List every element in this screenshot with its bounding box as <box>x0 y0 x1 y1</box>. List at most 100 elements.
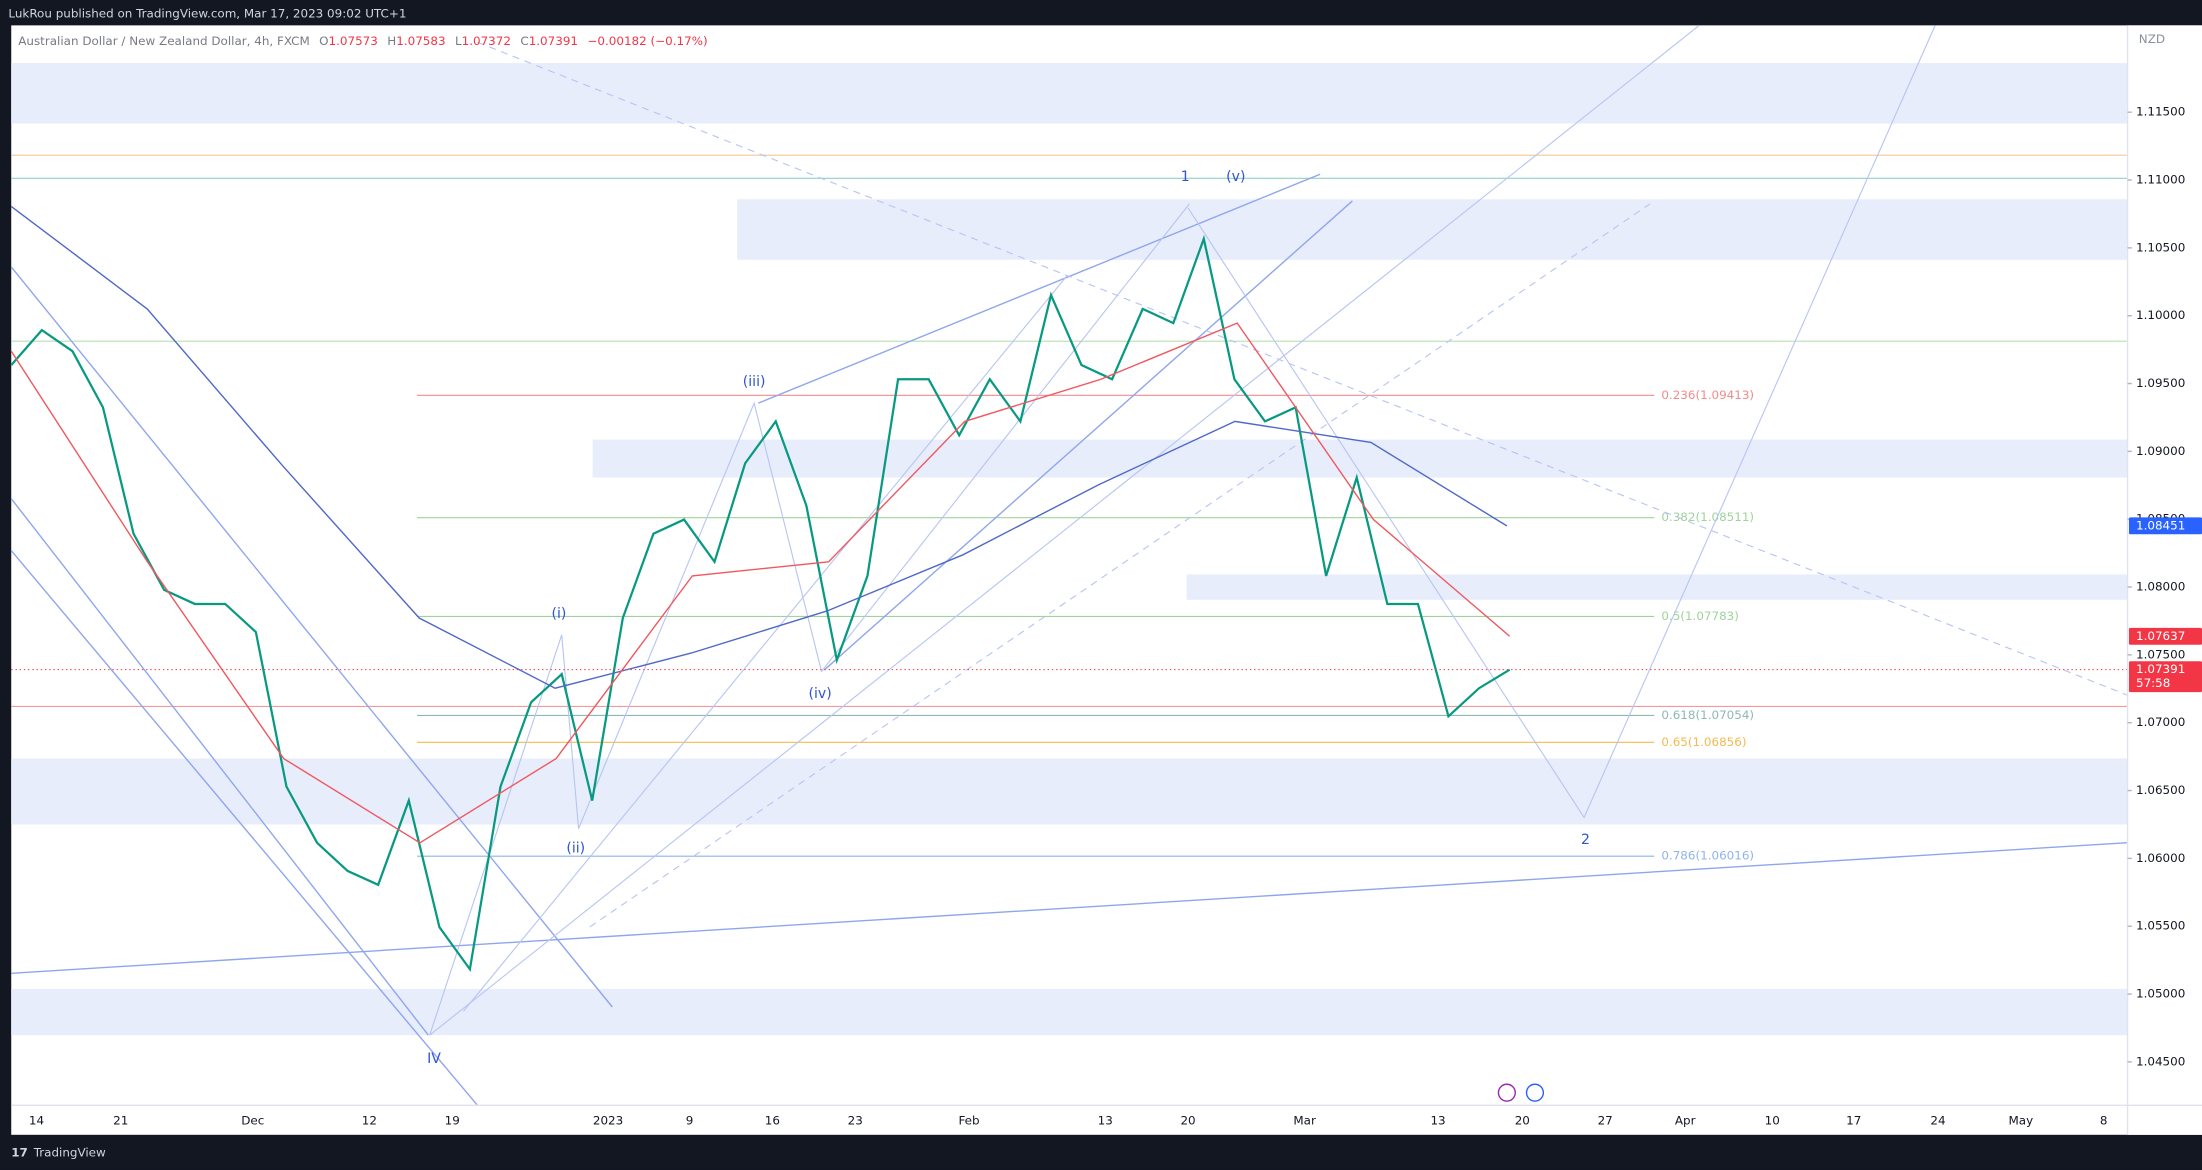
x-tick-label: Dec <box>241 1113 264 1127</box>
event-icon[interactable] <box>1525 1083 1545 1102</box>
x-tick-label: 27 <box>1598 1113 1613 1127</box>
ohlc-value: 1.07372 <box>462 33 511 47</box>
series <box>10 205 2128 973</box>
zone <box>1186 574 2128 600</box>
x-tick-label: 2023 <box>593 1113 623 1127</box>
y-tick-label: 1.11500 <box>2136 105 2185 119</box>
price-label: 1.07637 <box>2136 629 2185 643</box>
wave-label: (v) <box>1226 169 1245 185</box>
y-tick-label: 1.05500 <box>2136 919 2185 933</box>
legend-title: Australian Dollar / New Zealand Dollar, … <box>18 33 310 47</box>
x-tick-label: 24 <box>1930 1113 1945 1127</box>
x-tick-label: 14 <box>29 1113 44 1127</box>
wave-label: (iv) <box>809 686 832 702</box>
price-axis <box>2127 25 2202 1135</box>
x-tick-label: May <box>2009 1113 2034 1127</box>
footer-brand[interactable]: TradingView <box>33 1146 106 1160</box>
y-tick-label: 1.06500 <box>2136 783 2185 797</box>
x-tick-label: Feb <box>958 1113 979 1127</box>
zone <box>11 63 2128 124</box>
ohlc-value: 1.07583 <box>396 33 445 47</box>
x-tick-label: 10 <box>1765 1113 1780 1127</box>
axes: 1.04500 1.05000 1.05500 1.06000 1.06500 1.070… <box>29 105 2202 1127</box>
y-tick-label: 1.07500 <box>2136 647 2185 661</box>
ohlc-value: 1.07391 <box>529 33 578 47</box>
projection <box>1187 25 1936 819</box>
x-tick-label: 12 <box>362 1113 377 1127</box>
zones <box>11 63 2128 1036</box>
ohlc-value: 1.07573 <box>329 33 378 47</box>
x-tick-label: 9 <box>686 1113 694 1127</box>
wave-label: IV <box>427 1051 441 1067</box>
wave-labels: IV (i) (ii) (iii) (iv) 1 (v) 2 <box>427 169 1590 1067</box>
y-tick-label: 1.09500 <box>2136 376 2185 390</box>
price-label: 1.07391 <box>2136 662 2185 676</box>
price-line <box>10 234 1511 973</box>
ohlc-name: H <box>387 33 396 47</box>
x-tick-label: 20 <box>1180 1113 1195 1127</box>
x-tick-label: Apr <box>1675 1113 1696 1127</box>
fib-label: 0.618(1.07054) <box>1661 708 1754 722</box>
fib-label: 0.236(1.09413) <box>1661 388 1754 402</box>
x-tick-label: 19 <box>445 1113 460 1127</box>
ohlc-name: O <box>319 33 328 47</box>
trend-line <box>823 200 1353 671</box>
trend-line <box>11 841 2128 974</box>
wave-label: (i) <box>551 606 566 622</box>
drawings <box>10 24 2128 1106</box>
y-tick-label: 1.08000 <box>2136 580 2185 594</box>
price-label: 1.08451 <box>2136 518 2185 532</box>
y-tick-label: 1.09000 <box>2136 444 2185 458</box>
legend: Australian Dollar / New Zealand Dollar, … <box>18 33 707 47</box>
x-tick-label: 8 <box>2100 1113 2108 1127</box>
y-tick-label: 1.10500 <box>2136 240 2185 254</box>
currency: NZD <box>2139 32 2165 46</box>
ohlc-name: C <box>520 33 528 47</box>
levels: 0.236(1.09413) 0.382(1.08511) 0.5(1.07783)… <box>11 154 2128 863</box>
countdown: 57:58 <box>2136 676 2170 690</box>
fib-label: 0.5(1.07783) <box>1661 609 1739 623</box>
y-tick-label: 1.06000 <box>2136 851 2185 865</box>
trend-line <box>10 498 429 1036</box>
x-tick-label: 13 <box>1430 1113 1445 1127</box>
trend-line <box>477 41 2128 696</box>
trend-line <box>10 550 479 1106</box>
trend-line <box>10 266 613 1008</box>
event-icon[interactable] <box>1497 1083 1516 1102</box>
wave-path <box>429 203 1190 1036</box>
fib-label: 0.382(1.08511) <box>1661 510 1754 524</box>
moving-average <box>10 322 1511 844</box>
ohlc-name: L <box>455 33 462 47</box>
change: −0.00182 (−0.17%) <box>587 33 707 47</box>
price-label-box <box>2128 627 2202 645</box>
fib-label: 0.786(1.06016) <box>1661 849 1754 863</box>
y-tick-label: 1.07000 <box>2136 715 2185 729</box>
zone <box>592 439 2128 478</box>
logo: 17 <box>11 1146 28 1160</box>
x-tick-label: 23 <box>848 1113 863 1127</box>
y-tick-label: 1.11000 <box>2136 173 2185 187</box>
y-tick-label: 1.10000 <box>2136 308 2185 322</box>
zone <box>737 199 2128 260</box>
wave-label: 1 <box>1181 169 1190 185</box>
x-tick-label: 20 <box>1515 1113 1530 1127</box>
price-label-box <box>2128 661 2202 693</box>
trend-line <box>462 274 1068 1012</box>
y-tick-label: 1.04500 <box>2136 1054 2185 1068</box>
wave-label: (ii) <box>566 840 585 856</box>
zone <box>11 988 2128 1036</box>
trend-line <box>758 173 1321 404</box>
moving-average <box>10 205 1508 689</box>
price-label-box <box>2128 517 2202 535</box>
y-tick-label: 1.05000 <box>2136 987 2185 1001</box>
publisher: LukRou published on TradingView.com, Mar… <box>8 7 406 21</box>
trend-line <box>429 24 1700 1036</box>
x-tick-label: 13 <box>1098 1113 1113 1127</box>
wave-label: (iii) <box>743 374 766 390</box>
x-tick-label: Mar <box>1293 1113 1316 1127</box>
fib-label: 0.65(1.06856) <box>1661 735 1746 749</box>
x-tick-label: 21 <box>113 1113 128 1127</box>
wave-label: 2 <box>1581 832 1590 848</box>
